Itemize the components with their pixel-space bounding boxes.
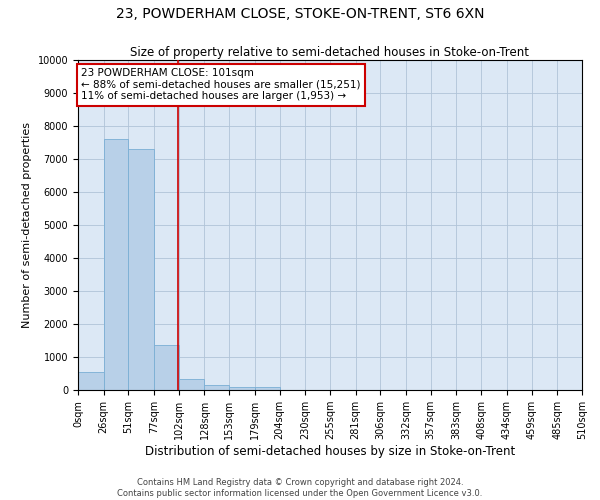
- Bar: [179, 380, 205, 390]
- Title: Size of property relative to semi-detached houses in Stoke-on-Trent: Size of property relative to semi-detach…: [131, 46, 530, 59]
- Bar: [78, 372, 104, 390]
- Text: 23 POWDERHAM CLOSE: 101sqm
← 88% of semi-detached houses are smaller (15,251)
11: 23 POWDERHAM CLOSE: 101sqm ← 88% of semi…: [81, 68, 361, 102]
- Y-axis label: Number of semi-detached properties: Number of semi-detached properties: [22, 122, 32, 328]
- Bar: [128, 149, 154, 390]
- Text: Contains HM Land Registry data © Crown copyright and database right 2024.
Contai: Contains HM Land Registry data © Crown c…: [118, 478, 482, 498]
- Text: 23, POWDERHAM CLOSE, STOKE-ON-TRENT, ST6 6XN: 23, POWDERHAM CLOSE, STOKE-ON-TRENT, ST6…: [116, 8, 484, 22]
- Bar: [255, 388, 280, 390]
- X-axis label: Distribution of semi-detached houses by size in Stoke-on-Trent: Distribution of semi-detached houses by …: [145, 445, 515, 458]
- Bar: [154, 346, 179, 390]
- Bar: [229, 386, 255, 390]
- Bar: [104, 139, 128, 390]
- Bar: [205, 385, 229, 390]
